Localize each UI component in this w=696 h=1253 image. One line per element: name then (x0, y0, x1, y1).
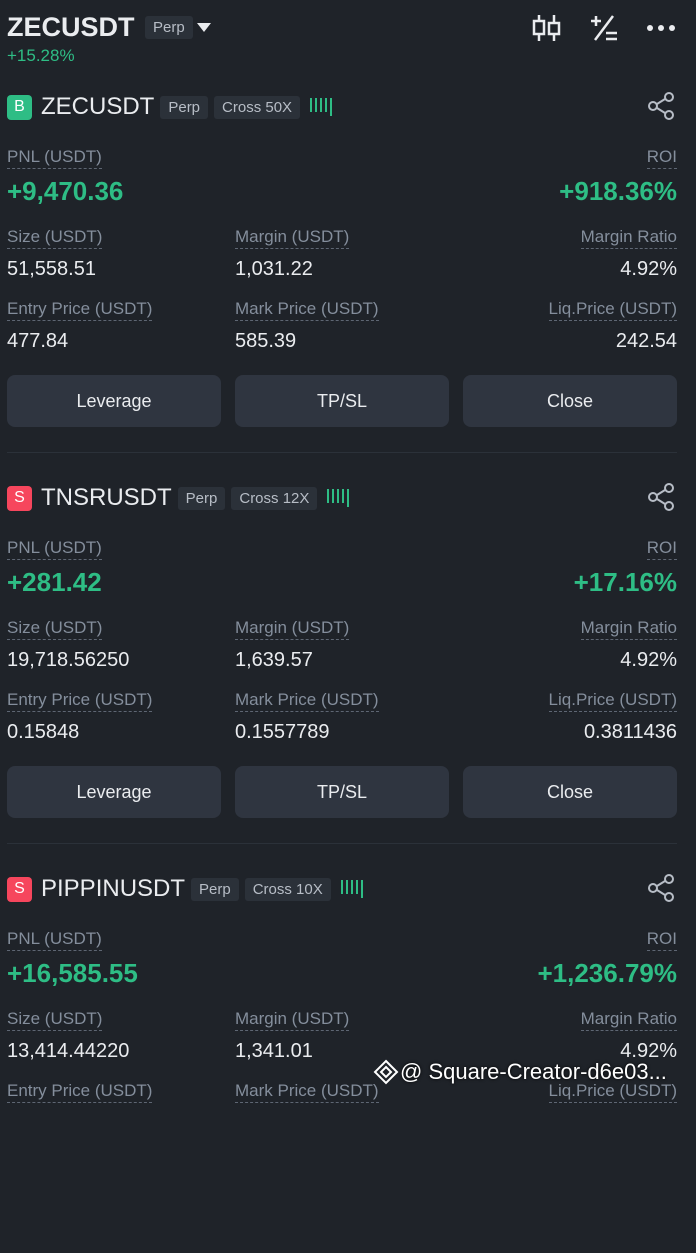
entry-price-label: Entry Price (USDT) (7, 298, 153, 321)
size-label: Size (USDT) (7, 226, 103, 249)
margin-label: Margin (USDT) (235, 617, 350, 640)
margin-value: 1,639.57 (235, 649, 313, 671)
size-value: 51,558.51 (7, 258, 96, 280)
margin-mode-tag: Cross 10X (244, 877, 331, 901)
share-icon[interactable] (646, 91, 676, 121)
action-button[interactable]: TP/SL (235, 375, 449, 427)
size-value: 19,718.56250 (7, 649, 130, 671)
roi-label: ROI (646, 537, 677, 560)
mark-price-label: Mark Price (USDT) (235, 298, 379, 321)
watermark-logo (373, 1059, 399, 1085)
roi-value: +918.36% (559, 176, 677, 206)
position-card: S PIPPINUSDT Perp Cross 10X PNL (USDT) ROI +16… (0, 862, 696, 1253)
market-tag: Perp (160, 95, 209, 119)
margin-ratio-value: 4.92% (620, 258, 677, 280)
more-icon[interactable] (645, 18, 677, 38)
mark-price-value: 585.39 (235, 330, 297, 352)
action-button[interactable]: Close (463, 375, 677, 427)
pnl-value: +281.42 (7, 567, 102, 597)
pnl-value: +9,470.36 (7, 176, 124, 206)
roi-value: +1,236.79% (537, 958, 677, 988)
entry-price-label: Entry Price (USDT) (7, 689, 153, 712)
size-label: Size (USDT) (7, 617, 103, 640)
watermark-text: @ Square-Creator-d6e03... (400, 1059, 667, 1084)
action-button[interactable]: TP/SL (235, 766, 449, 818)
symbol-row: S PIPPINUSDT Perp Cross 10X (7, 875, 367, 903)
entry-price-value: 0.15848 (7, 721, 80, 743)
liq-price-value: 242.54 (615, 330, 677, 352)
market-tag: Perp (177, 486, 226, 510)
header-change: +15.28% (7, 46, 75, 65)
liq-price-label: Liq.Price (USDT) (548, 689, 677, 712)
entry-price-label: Entry Price (USDT) (7, 1080, 153, 1103)
action-button[interactable]: Close (463, 766, 677, 818)
margin-ratio-label: Margin Ratio (580, 617, 677, 640)
position-card: B ZECUSDT Perp Cross 50X PNL (USDT) ROI +9,470… (0, 80, 696, 471)
size-label: Size (USDT) (7, 1008, 103, 1031)
divider (7, 843, 677, 844)
roi-label: ROI (646, 928, 677, 951)
share-icon[interactable] (646, 873, 676, 903)
margin-ratio-value: 4.92% (620, 649, 677, 671)
pnl-label: PNL (USDT) (7, 537, 102, 560)
side-badge: B (7, 94, 32, 120)
margin-label: Margin (USDT) (235, 226, 350, 249)
action-button[interactable]: Leverage (7, 766, 221, 818)
dropdown-arrow[interactable] (196, 22, 212, 34)
entry-price-value: 477.84 (7, 330, 69, 352)
adl-indicator (340, 880, 363, 898)
symbol-row: B ZECUSDT Perp Cross 50X (7, 93, 336, 121)
adl-indicator (327, 489, 350, 507)
mark-price-label: Mark Price (USDT) (235, 1080, 379, 1103)
side-badge: S (7, 876, 32, 902)
pnl-label: PNL (USDT) (7, 928, 102, 951)
watermark: @ Square-Creator-d6e03... (372, 1058, 667, 1086)
positions-screen: ZECUSDT Perp +15.28% B ZECUSDT Perp Cross 5… (0, 12, 696, 1103)
chart-icon[interactable] (530, 12, 564, 44)
position-symbol: PIPPINUSDT (41, 875, 186, 902)
roi-value: +17.16% (573, 567, 677, 597)
margin-label: Margin (USDT) (235, 1008, 350, 1031)
header-symbol[interactable]: ZECUSDT (7, 12, 135, 42)
market-tag: Perp (191, 877, 239, 901)
margin-ratio-label: Margin Ratio (580, 226, 677, 249)
size-value: 13,414.44220 (7, 1040, 130, 1062)
pnl-value: +16,585.55 (7, 958, 138, 988)
position-symbol: ZECUSDT (41, 93, 155, 120)
position-card: S TNSRUSDT Perp Cross 12X PNL (USDT) ROI +281.… (0, 471, 696, 862)
margin-value: 1,341.01 (235, 1040, 313, 1062)
divider (7, 452, 677, 453)
mark-price-value: 0.1557789 (235, 721, 330, 743)
margin-mode-tag: Cross 12X (231, 486, 318, 510)
calculator-icon[interactable] (588, 12, 620, 44)
side-badge: S (7, 485, 32, 511)
margin-value: 1,031.22 (235, 258, 313, 280)
header-market-tag: Perp (145, 16, 193, 39)
liq-price-label: Liq.Price (USDT) (548, 298, 677, 321)
share-icon[interactable] (646, 482, 676, 512)
margin-mode-tag: Cross 50X (214, 95, 301, 119)
pnl-label: PNL (USDT) (7, 146, 102, 169)
mark-price-label: Mark Price (USDT) (235, 689, 379, 712)
margin-ratio-label: Margin Ratio (580, 1008, 677, 1031)
margin-ratio-value: 4.92% (620, 1040, 677, 1062)
roi-label: ROI (646, 146, 677, 169)
liq-price-value: 0.3811436 (583, 721, 677, 743)
symbol-row: S TNSRUSDT Perp Cross 12X (7, 484, 353, 512)
action-button[interactable]: Leverage (7, 375, 221, 427)
position-symbol: TNSRUSDT (41, 484, 172, 511)
adl-indicator (310, 98, 333, 116)
